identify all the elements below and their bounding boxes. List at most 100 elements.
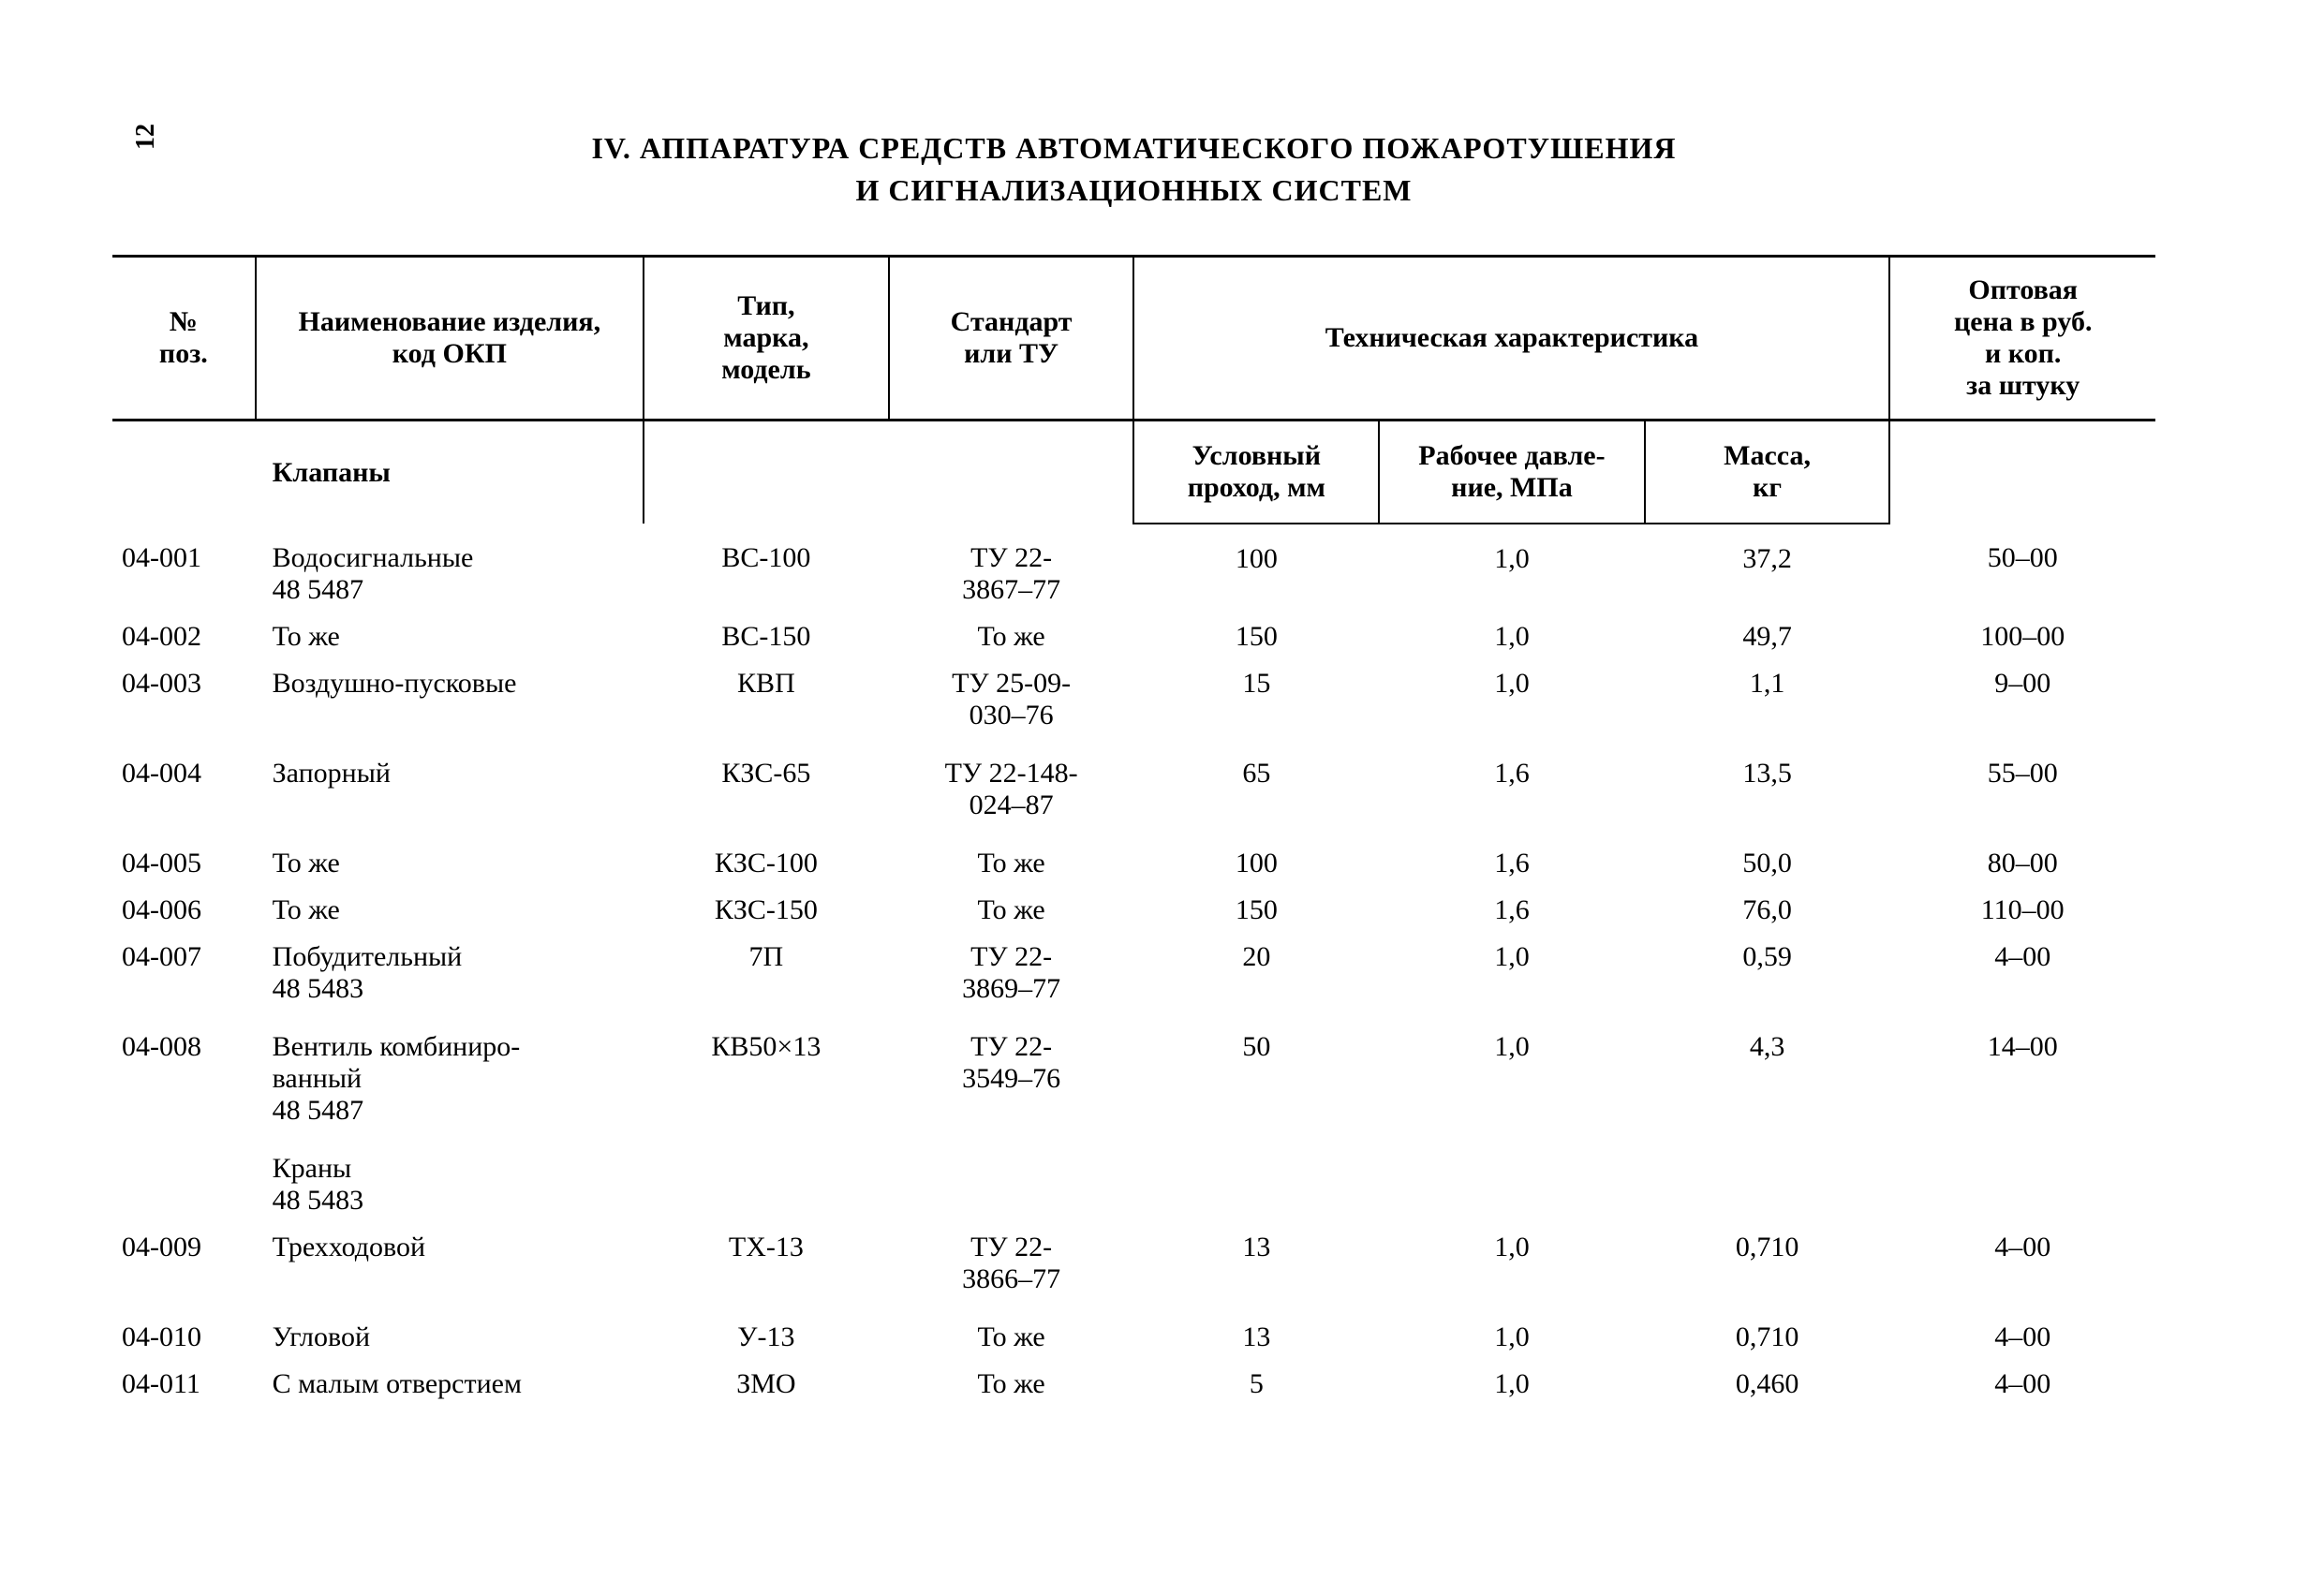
cell-c2: 1,0 bbox=[1379, 524, 1645, 613]
table-row: 04-009ТрехходовойТХ-13ТУ 22-3866–77131,0… bbox=[112, 1224, 2155, 1303]
cell-c3: 37,2 bbox=[1645, 524, 1890, 613]
cell-c1: 50 bbox=[1133, 1012, 1379, 1134]
table-body: 04-001Водосигнальные48 5487ВС-100ТУ 22-3… bbox=[112, 524, 2155, 1408]
cell-c2: 1,0 bbox=[1379, 613, 1645, 660]
cell-price: 14–00 bbox=[1889, 1012, 2155, 1134]
cell-group: Краны48 5483 bbox=[256, 1134, 644, 1224]
sub-c3-header: Масса,кг bbox=[1645, 421, 1890, 524]
cell-pos: 04-003 bbox=[112, 660, 256, 739]
cell-c3: 13,5 bbox=[1645, 739, 1890, 829]
cell-blank bbox=[1379, 1134, 1645, 1224]
cell-name: С малым отверстием bbox=[256, 1361, 644, 1408]
cell-pos bbox=[112, 1134, 256, 1224]
cell-c1: 100 bbox=[1133, 829, 1379, 887]
cell-price: 9–00 bbox=[1889, 660, 2155, 739]
cell-c1: 5 bbox=[1133, 1361, 1379, 1408]
cell-c2: 1,0 bbox=[1379, 934, 1645, 1012]
cell-name: Вентиль комбиниро-ванный48 5487 bbox=[256, 1012, 644, 1134]
cell-c3: 50,0 bbox=[1645, 829, 1890, 887]
cell-type: ВС-100 bbox=[644, 524, 889, 613]
cell-type: ЗМО bbox=[644, 1361, 889, 1408]
table-row: Краны48 5483 bbox=[112, 1134, 2155, 1224]
table-header-row: №поз. Наименование изделия,код ОКП Тип,м… bbox=[112, 257, 2155, 421]
cell-pos: 04-002 bbox=[112, 613, 256, 660]
cell-price: 110–00 bbox=[1889, 887, 2155, 934]
cell-pos: 04-004 bbox=[112, 739, 256, 829]
cell-std: ТУ 22-148-024–87 bbox=[889, 739, 1134, 829]
cell-std: То же bbox=[889, 1303, 1134, 1361]
table-row: 04-008Вентиль комбиниро-ванный48 5487КВ5… bbox=[112, 1012, 2155, 1134]
cell-price: 4–00 bbox=[1889, 1361, 2155, 1408]
cell-c3: 0,59 bbox=[1645, 934, 1890, 1012]
cell-c2: 1,6 bbox=[1379, 829, 1645, 887]
cell-name: Угловой bbox=[256, 1303, 644, 1361]
sub-blank-1 bbox=[112, 421, 256, 524]
cell-price: 4–00 bbox=[1889, 1303, 2155, 1361]
cell-pos: 04-008 bbox=[112, 1012, 256, 1134]
table-row: 04-004ЗапорныйКЗС-65ТУ 22-148-024–87651,… bbox=[112, 739, 2155, 829]
cell-c3: 4,3 bbox=[1645, 1012, 1890, 1134]
cell-c1: 100 bbox=[1133, 524, 1379, 613]
cell-std: ТУ 25-09-030–76 bbox=[889, 660, 1134, 739]
cell-c1: 65 bbox=[1133, 739, 1379, 829]
table-row: 04-007Побудительный48 54837ПТУ 22-3869–7… bbox=[112, 934, 2155, 1012]
cell-c1: 13 bbox=[1133, 1303, 1379, 1361]
table-row: 04-011С малым отверстиемЗМОТо же51,00,46… bbox=[112, 1361, 2155, 1408]
sub-c1-header: Условныйпроход, мм bbox=[1133, 421, 1379, 524]
page-number: 12 bbox=[131, 124, 161, 150]
cell-type: У-13 bbox=[644, 1303, 889, 1361]
cell-c2: 1,0 bbox=[1379, 1224, 1645, 1303]
cell-type: КЗС-150 bbox=[644, 887, 889, 934]
cell-c3: 49,7 bbox=[1645, 613, 1890, 660]
cell-std: ТУ 22-3867–77 bbox=[889, 524, 1134, 613]
table-row: 04-002То жеВС-150То же1501,049,7100–00 bbox=[112, 613, 2155, 660]
pricing-table: №поз. Наименование изделия,код ОКП Тип,м… bbox=[112, 255, 2155, 1408]
cell-pos: 04-006 bbox=[112, 887, 256, 934]
cell-blank bbox=[644, 1134, 889, 1224]
cell-pos: 04-001 bbox=[112, 524, 256, 613]
sub-blank-4 bbox=[1889, 421, 2155, 524]
cell-std: ТУ 22-3869–77 bbox=[889, 934, 1134, 1012]
cell-c2: 1,0 bbox=[1379, 660, 1645, 739]
cell-blank bbox=[1889, 1134, 2155, 1224]
sub-blank-2 bbox=[644, 421, 889, 524]
cell-type: КЗС-65 bbox=[644, 739, 889, 829]
cell-std: ТУ 22-3549–76 bbox=[889, 1012, 1134, 1134]
cell-pos: 04-005 bbox=[112, 829, 256, 887]
cell-c1: 150 bbox=[1133, 613, 1379, 660]
cell-type: КВП bbox=[644, 660, 889, 739]
cell-name: Воздушно-пусковые bbox=[256, 660, 644, 739]
cell-c3: 76,0 bbox=[1645, 887, 1890, 934]
cell-c3: 0,710 bbox=[1645, 1303, 1890, 1361]
cell-c1: 150 bbox=[1133, 887, 1379, 934]
cell-type: ТХ-13 bbox=[644, 1224, 889, 1303]
cell-price: 4–00 bbox=[1889, 1224, 2155, 1303]
cell-name: Побудительный48 5483 bbox=[256, 934, 644, 1012]
col-name-header: Наименование изделия,код ОКП bbox=[256, 257, 644, 421]
cell-blank bbox=[889, 1134, 1134, 1224]
cell-std: То же bbox=[889, 613, 1134, 660]
cell-std: ТУ 22-3866–77 bbox=[889, 1224, 1134, 1303]
cell-c2: 1,6 bbox=[1379, 887, 1645, 934]
table-row: 04-005То жеКЗС-100То же1001,650,080–00 bbox=[112, 829, 2155, 887]
cell-pos: 04-009 bbox=[112, 1224, 256, 1303]
cell-std: То же bbox=[889, 1361, 1134, 1408]
cell-c3: 0,460 bbox=[1645, 1361, 1890, 1408]
cell-price: 4–00 bbox=[1889, 934, 2155, 1012]
cell-c1: 13 bbox=[1133, 1224, 1379, 1303]
sub-c2-header: Рабочее давле-ние, МПа bbox=[1379, 421, 1645, 524]
cell-name: То же bbox=[256, 613, 644, 660]
cell-name: Запорный bbox=[256, 739, 644, 829]
cell-price: 55–00 bbox=[1889, 739, 2155, 829]
sub-blank-3 bbox=[889, 421, 1134, 524]
section-title-line1: IV. АППАРАТУРА СРЕДСТВ АВТОМАТИЧЕСКОГО П… bbox=[112, 131, 2155, 166]
cell-price: 100–00 bbox=[1889, 613, 2155, 660]
cell-type: 7П bbox=[644, 934, 889, 1012]
cell-c2: 1,0 bbox=[1379, 1361, 1645, 1408]
table-row: 04-001Водосигнальные48 5487ВС-100ТУ 22-3… bbox=[112, 524, 2155, 613]
cell-c1: 20 bbox=[1133, 934, 1379, 1012]
col-tech-header: Техническая характеристика bbox=[1133, 257, 1889, 421]
section-title-line2: И СИГНАЛИЗАЦИОННЫХ СИСТЕМ bbox=[112, 173, 2155, 208]
col-type-header: Тип,марка,модель bbox=[644, 257, 889, 421]
cell-c1: 15 bbox=[1133, 660, 1379, 739]
